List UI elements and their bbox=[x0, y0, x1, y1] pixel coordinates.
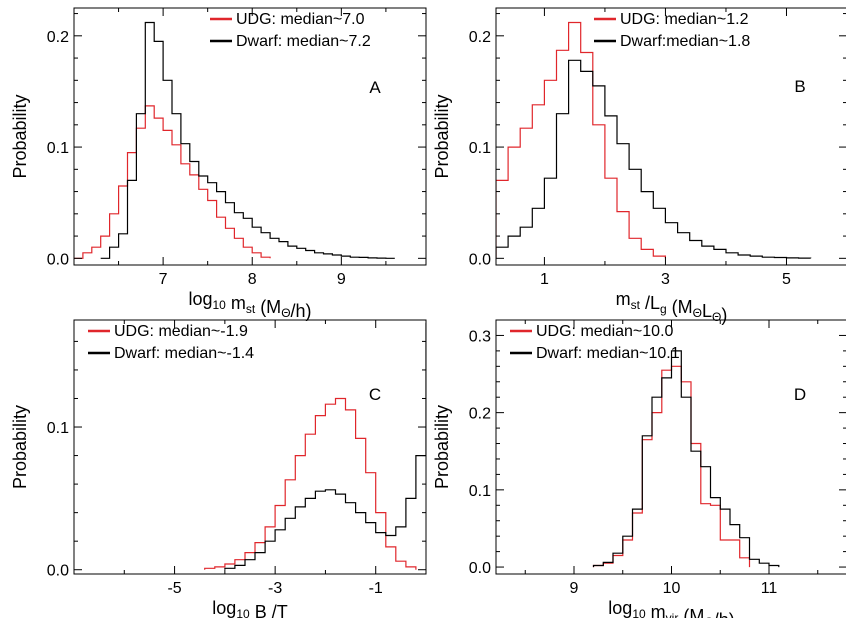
x-tick-label: -1 bbox=[369, 580, 383, 597]
udg-histogram-line bbox=[74, 105, 271, 259]
y-tick-label: 0.3 bbox=[469, 328, 491, 345]
legend-dwarf-label: Dwarf: median~-1.4 bbox=[114, 345, 254, 362]
panel-letter: C bbox=[369, 385, 381, 404]
x-tick-label: 9 bbox=[337, 271, 346, 288]
x-tick-label: 9 bbox=[570, 580, 579, 597]
panel-letter: A bbox=[369, 78, 381, 97]
plot-frame bbox=[495, 7, 846, 266]
y-axis-label: Probability bbox=[10, 405, 30, 489]
x-tick-label: 7 bbox=[159, 271, 168, 288]
plot-frame bbox=[73, 319, 427, 575]
x-axis-label: mst /Lg (MΘLΘ) bbox=[616, 289, 728, 325]
legend-udg-label: UDG: median~-1.9 bbox=[114, 323, 248, 340]
y-tick-label: 0.0 bbox=[47, 563, 69, 580]
legend-udg-label: UDG: median~10.0 bbox=[536, 323, 674, 340]
y-tick-label: 0.1 bbox=[469, 483, 491, 500]
x-tick-label: 1 bbox=[540, 271, 549, 288]
panel-b: 1 3 5 0.0 0.1 0.2 Probability mst /Lg (MΘLΘ) B UD… bbox=[432, 7, 846, 325]
x-tick-label: 8 bbox=[248, 271, 257, 288]
panel-c: -5 -3 -1 0.0 0.1 Probability log10 B /T C UDG: m… bbox=[10, 319, 427, 618]
legend-dwarf-label: Dwarf:median~1.8 bbox=[620, 33, 750, 50]
y-tick-label: 0.0 bbox=[469, 560, 491, 577]
panel-d: 9 10 11 0.0 0.1 0.2 0.3 Probability log10 mvir (… bbox=[432, 319, 846, 618]
x-tick-label: 5 bbox=[782, 271, 791, 288]
y-tick-label: 0.1 bbox=[47, 140, 69, 157]
udg-histogram-line bbox=[496, 21, 666, 259]
x-tick-label: 11 bbox=[761, 580, 778, 597]
dwarf-histogram-line bbox=[592, 350, 780, 568]
x-axis-label: log10 B /T bbox=[212, 598, 287, 618]
plot-frame bbox=[73, 7, 427, 266]
x-tick-label: -5 bbox=[167, 580, 181, 597]
y-axis-label: Probability bbox=[10, 94, 30, 178]
legend-udg-label: UDG: median~7.0 bbox=[236, 11, 365, 28]
y-axis-label: Probability bbox=[432, 405, 452, 489]
y-tick-label: 0.0 bbox=[469, 251, 491, 268]
udg-histogram-line bbox=[592, 365, 751, 568]
x-axis-label: log10 mvir (MΘ/h) bbox=[608, 598, 734, 618]
legend-dwarf-label: Dwarf: median~10.1 bbox=[536, 345, 680, 362]
legend-dwarf-label: Dwarf: median~7.2 bbox=[236, 33, 371, 50]
x-tick-label: 3 bbox=[661, 271, 670, 288]
y-axis-label: Probability bbox=[432, 94, 452, 178]
y-tick-label: 0.2 bbox=[47, 29, 69, 46]
y-tick-label: 0.2 bbox=[469, 406, 491, 423]
x-tick-label: 10 bbox=[663, 580, 681, 597]
panel-letter: D bbox=[794, 385, 806, 404]
x-axis-label: log10 mst (MΘ/h) bbox=[188, 289, 311, 321]
legend-udg-label: UDG: median~1.2 bbox=[620, 11, 749, 28]
dwarf-histogram-line bbox=[100, 21, 395, 259]
x-tick-label: -3 bbox=[268, 580, 282, 597]
panel-letter: B bbox=[794, 77, 805, 96]
dwarf-histogram-line bbox=[224, 322, 426, 570]
y-tick-label: 0.1 bbox=[469, 140, 491, 157]
panel-a: 7 8 9 0.0 0.1 0.2 Probability log10 mst (MΘ/h) A… bbox=[10, 7, 427, 321]
y-tick-label: 0.0 bbox=[47, 251, 69, 268]
y-tick-label: 0.1 bbox=[47, 420, 69, 437]
udg-histogram-line bbox=[204, 397, 417, 570]
y-tick-label: 0.2 bbox=[469, 29, 491, 46]
dwarf-histogram-line bbox=[496, 59, 812, 259]
